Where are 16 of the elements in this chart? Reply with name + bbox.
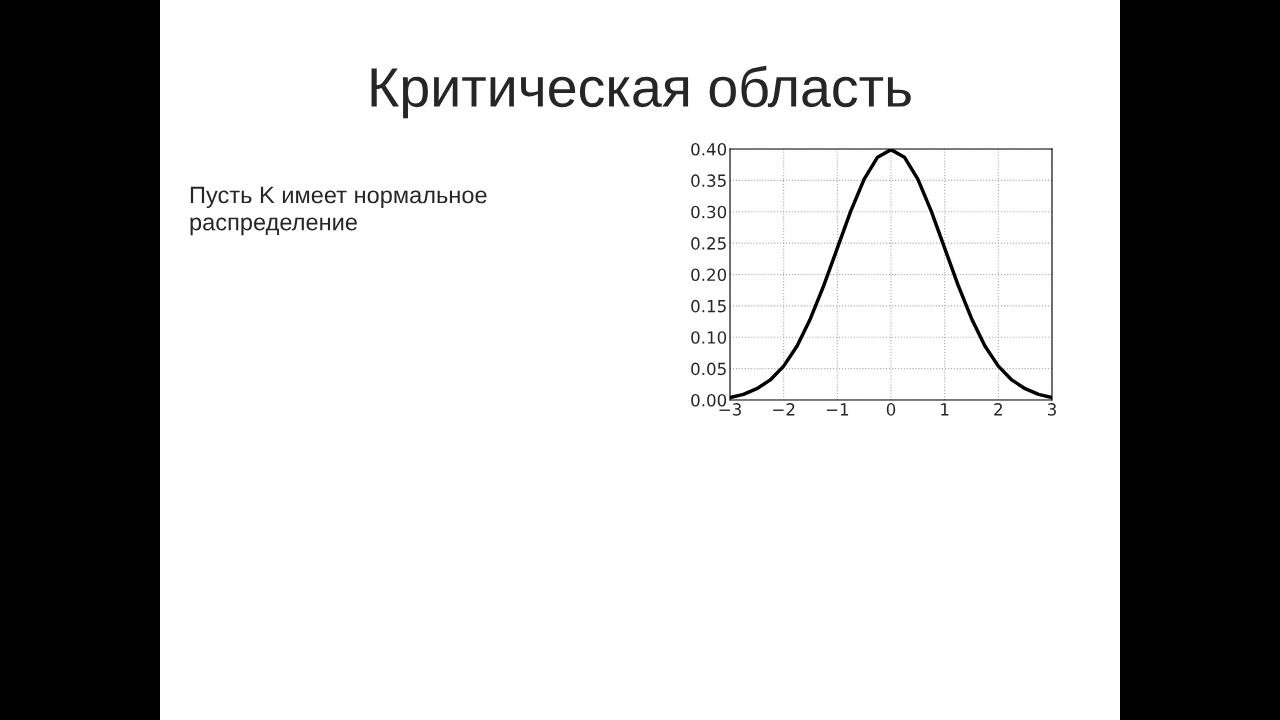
y-tick-label: 0.05	[691, 362, 726, 376]
y-tick-label: 0.30	[691, 205, 727, 219]
x-tick-label: −2	[773, 403, 795, 416]
x-tick-label: −1	[826, 403, 849, 416]
x-tick-label: 1	[941, 403, 949, 416]
y-tick-label: 0.15	[691, 299, 726, 313]
text: Пусть K имеет нормальное распределение	[190, 186, 487, 236]
y-tick-label: 0.20	[691, 268, 727, 282]
chart-title: Критическая область	[371, 65, 911, 119]
x-tick-label: 3	[1047, 403, 1056, 416]
y-tick-label: 0.35	[691, 174, 726, 187]
y-tick-label: 0.25	[691, 237, 726, 250]
y-tick-label: 0.40	[691, 142, 727, 156]
y-tick-label: 0.10	[691, 331, 727, 344]
x-tick-label: 2	[994, 403, 1002, 416]
x-tick-label: 0	[886, 403, 896, 416]
